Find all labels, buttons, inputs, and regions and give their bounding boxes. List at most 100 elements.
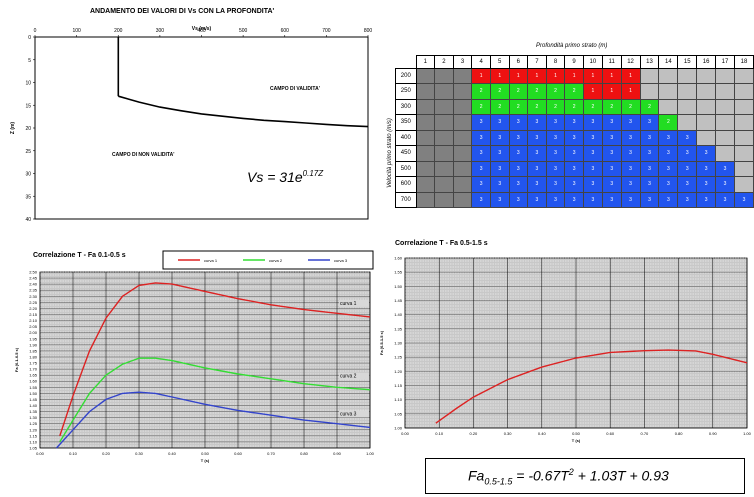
x-tick-label: 0.40: [538, 431, 547, 436]
table-row-label: 500: [395, 160, 417, 177]
legend-label: curva 3: [334, 258, 348, 263]
y-tick-label: 1.30: [29, 415, 38, 420]
table-cell: [415, 160, 436, 177]
y-tick-label: 1.80: [29, 354, 38, 359]
legend-label: curva 2: [269, 258, 283, 263]
y-tick-label: 35: [25, 194, 31, 200]
vs-chart-title: ANDAMENTO DEI VALORI DI Vs CON LA PROFON…: [90, 8, 275, 15]
table-cell: 2: [582, 98, 603, 115]
table-cell: 3: [620, 129, 641, 146]
x-tick-label: 0.00: [36, 451, 45, 456]
table-col-header: 17: [715, 55, 735, 69]
table-cell: 3: [696, 191, 717, 208]
series-line: [55, 391, 371, 449]
table-row-label: 250: [395, 83, 417, 100]
vs-formula: Vs = 31e0.17Z: [247, 169, 324, 185]
table-cell: 3: [639, 176, 660, 193]
table-cell: [415, 129, 436, 146]
table-cell: [452, 83, 473, 100]
y-axis-label: Fa (0.5-1.5 s): [379, 330, 384, 355]
table-cell: 3: [601, 191, 622, 208]
y-tick-label: 20: [25, 126, 31, 132]
y-tick-label: 1.20: [394, 369, 403, 374]
y-tick-label: 2.40: [29, 282, 38, 287]
table-cell: [452, 98, 473, 115]
table-col-header: 7: [527, 55, 547, 69]
table-cell: 3: [658, 176, 679, 193]
table-cell: 2: [527, 98, 547, 115]
y-tick-label: 15: [25, 103, 31, 109]
table-cell: 3: [545, 145, 566, 162]
table-cell: 2: [471, 83, 491, 100]
y-tick-label: 1.15: [394, 383, 403, 388]
legend-label: curva 1: [204, 258, 218, 263]
table-col-header: 15: [677, 55, 698, 69]
table-cell: [733, 114, 754, 131]
table-cell: [434, 160, 454, 177]
table-cell: 3: [471, 176, 491, 193]
y-tick-label: 2.05: [29, 324, 38, 329]
table-cell: 3: [620, 145, 641, 162]
y-tick-label: 1.50: [29, 391, 38, 396]
table-cell: 3: [471, 114, 491, 131]
annotation-valid: CAMPO DI VALIDITA': [270, 86, 320, 92]
series-label: curva 2: [340, 374, 357, 380]
y-tick-label: 1.05: [29, 446, 38, 451]
y-tick-label: 2.20: [29, 306, 38, 311]
x-tick-label: 0.10: [435, 431, 444, 436]
y-tick-label: 1.70: [29, 367, 38, 372]
table-cell: 3: [715, 191, 735, 208]
table-cell: 2: [489, 98, 510, 115]
series-label: curva 3: [340, 411, 357, 417]
table-cell: [452, 160, 473, 177]
table-cell: 3: [545, 160, 566, 177]
table-cell: 3: [639, 160, 660, 177]
table-header-top: Profondità primo strato (m): [536, 43, 608, 49]
table-cell: 3: [601, 145, 622, 162]
table-cell: 3: [658, 191, 679, 208]
table-cell: 3: [582, 145, 603, 162]
table-cell: 3: [696, 145, 717, 162]
table-row-label: 600: [395, 176, 417, 193]
table-cell: [415, 176, 436, 193]
table-cell: 3: [489, 191, 510, 208]
table-cell: [696, 83, 717, 100]
table-cell: 2: [471, 98, 491, 115]
x-tick-label: 800: [364, 28, 373, 34]
y-axis-label: Z (m): [10, 122, 16, 135]
x-tick-label: 300: [156, 28, 165, 34]
table-cell: 3: [582, 160, 603, 177]
fa-formula: Fa0.5-1.5 = -0.67T2 + 1.03T + 0.93: [468, 467, 669, 487]
x-tick-label: 0.30: [504, 431, 513, 436]
x-tick-label: 0.20: [102, 451, 111, 456]
table-cell: [452, 176, 473, 193]
fa1-chart-title: Correlazione T - Fa 0.1-0.5 s: [33, 252, 126, 259]
y-tick-label: 2.35: [29, 288, 38, 293]
table-cell: 3: [733, 191, 754, 208]
table-cell: 3: [620, 191, 641, 208]
table-cell: 3: [620, 176, 641, 193]
y-tick-label: 0: [28, 35, 31, 41]
table-cell: 3: [508, 145, 529, 162]
table-cell: [415, 114, 436, 131]
table-cell: 1: [489, 67, 510, 84]
y-tick-label: 10: [25, 81, 31, 87]
y-tick-label: 1.45: [29, 397, 38, 402]
series-label: curva 1: [340, 301, 357, 307]
x-tick-label: 0: [34, 28, 37, 34]
x-tick-label: 0.00: [401, 431, 410, 436]
x-axis-label: Vs (m/s): [192, 26, 212, 32]
vs-series-line: [118, 95, 369, 128]
y-tick-label: 1.75: [29, 361, 38, 366]
x-tick-label: 700: [322, 28, 331, 34]
table-cell: 3: [527, 191, 547, 208]
table-cell: 3: [545, 191, 566, 208]
table-cell: [434, 191, 454, 208]
table-col-header: 1: [415, 55, 436, 69]
y-tick-label: 1.10: [394, 397, 403, 402]
y-tick-label: 1.20: [29, 427, 38, 432]
profile-table: 1 2 3 4 5 6 7 8 9 10 11 12 13 14 15 16 17 18 200 1 1 1 1 1 1 1 1 1 2…: [395, 55, 754, 208]
y-tick-label: 1.40: [394, 312, 403, 317]
x-tick-label: 0.60: [606, 431, 615, 436]
